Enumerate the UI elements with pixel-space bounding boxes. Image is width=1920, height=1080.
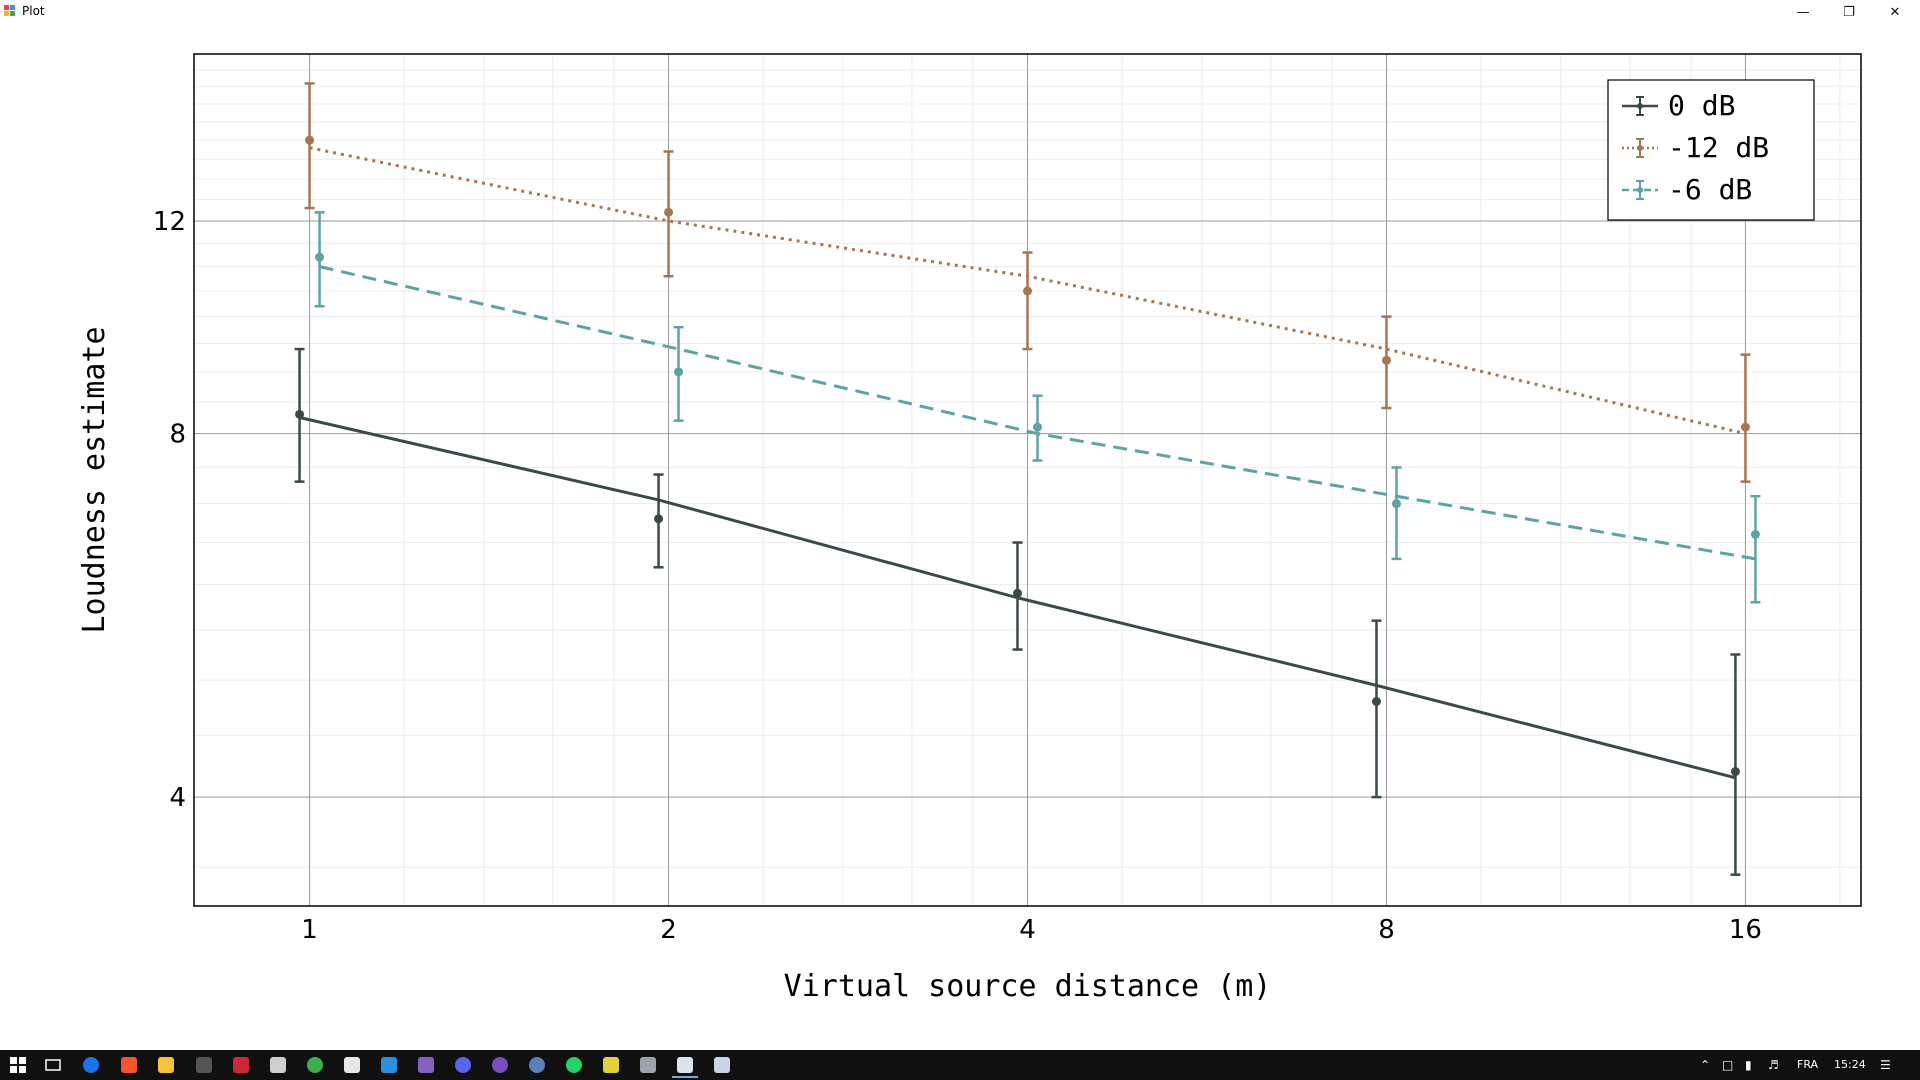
- data-point: [305, 135, 315, 145]
- close-button[interactable]: ✕: [1872, 0, 1918, 24]
- x-tick-label: 4: [1019, 915, 1036, 945]
- data-point: [1391, 499, 1401, 509]
- chevron-up-icon[interactable]: ⌃: [1700, 1058, 1711, 1072]
- minimize-button[interactable]: —: [1780, 0, 1826, 24]
- clock[interactable]: 15:24: [1834, 1058, 1866, 1071]
- browser-icon[interactable]: [307, 1057, 323, 1073]
- legend-label: -12 dB: [1668, 131, 1769, 164]
- y-tick-label: 12: [153, 207, 186, 237]
- data-point: [1371, 697, 1381, 707]
- volume-icon[interactable]: ♬: [1768, 1058, 1779, 1072]
- chrome-icon[interactable]: [83, 1057, 99, 1073]
- taskbar: [0, 1050, 1920, 1080]
- file-explorer-icon[interactable]: [158, 1057, 174, 1073]
- plot-frame: [193, 53, 1862, 907]
- data-point: [315, 252, 325, 262]
- unity-icon[interactable]: [270, 1057, 286, 1073]
- data-point: [664, 207, 674, 217]
- github-icon[interactable]: [492, 1057, 508, 1073]
- x-axis-label: Virtual source distance (m): [784, 969, 1272, 1004]
- zotero-icon[interactable]: [233, 1057, 249, 1073]
- vscode-icon[interactable]: [381, 1057, 397, 1073]
- y-tick-label: 4: [169, 783, 186, 813]
- plot-app-icon: [4, 5, 16, 17]
- brave-icon[interactable]: [121, 1057, 137, 1073]
- x-tick-label: 8: [1378, 915, 1395, 945]
- data-point: [654, 514, 664, 524]
- legend-marker: [1637, 145, 1643, 151]
- data-point: [674, 367, 684, 377]
- visual-studio-icon[interactable]: [418, 1057, 434, 1073]
- notifications-icon[interactable]: ☰: [1880, 1058, 1891, 1072]
- restore-button[interactable]: ❐: [1826, 0, 1872, 24]
- y-tick-label: 8: [169, 420, 186, 450]
- network-icon[interactable]: □: [1722, 1058, 1734, 1072]
- data-point: [1381, 355, 1391, 365]
- data-point: [295, 409, 305, 419]
- data-point: [1740, 422, 1750, 432]
- data-point: [1013, 588, 1022, 598]
- minimize-icon: —: [1796, 4, 1810, 20]
- task-view-icon[interactable]: [45, 1057, 61, 1073]
- data-point: [1023, 286, 1032, 296]
- active-app-indicator: [672, 1076, 698, 1078]
- discord-icon[interactable]: [455, 1057, 471, 1073]
- legend-marker: [1637, 103, 1643, 109]
- legend-label: 0 dB: [1668, 89, 1735, 122]
- x-tick-label: 1: [301, 915, 318, 945]
- legend-label: -6 dB: [1668, 173, 1752, 206]
- app-icon-2[interactable]: [344, 1057, 360, 1073]
- r-icon[interactable]: [529, 1057, 545, 1073]
- window-title: Plot: [22, 4, 45, 18]
- windows-start-icon[interactable]: [10, 1057, 26, 1073]
- restore-icon: ❐: [1843, 4, 1855, 20]
- data-point: [1750, 530, 1760, 540]
- title-bar: Plot — ❐ ✕: [0, 0, 1920, 24]
- data-point: [1730, 767, 1740, 777]
- legend-marker: [1637, 187, 1643, 193]
- language-indicator[interactable]: FRA: [1797, 1058, 1819, 1071]
- app-icon-3[interactable]: [603, 1057, 619, 1073]
- whatsapp-icon[interactable]: [566, 1057, 582, 1073]
- calculator-icon[interactable]: [640, 1057, 656, 1073]
- plot-app-icon[interactable]: [677, 1057, 693, 1073]
- battery-icon[interactable]: ▮: [1745, 1058, 1752, 1072]
- data-point: [1033, 422, 1042, 432]
- x-tick-label: 16: [1729, 915, 1762, 945]
- close-icon: ✕: [1889, 4, 1901, 20]
- legend-box: [1607, 79, 1815, 221]
- y-axis-label: Loudness estimate: [77, 326, 112, 633]
- app-icon[interactable]: [196, 1057, 212, 1073]
- paint-icon[interactable]: [714, 1057, 730, 1073]
- x-tick-label: 2: [660, 915, 677, 945]
